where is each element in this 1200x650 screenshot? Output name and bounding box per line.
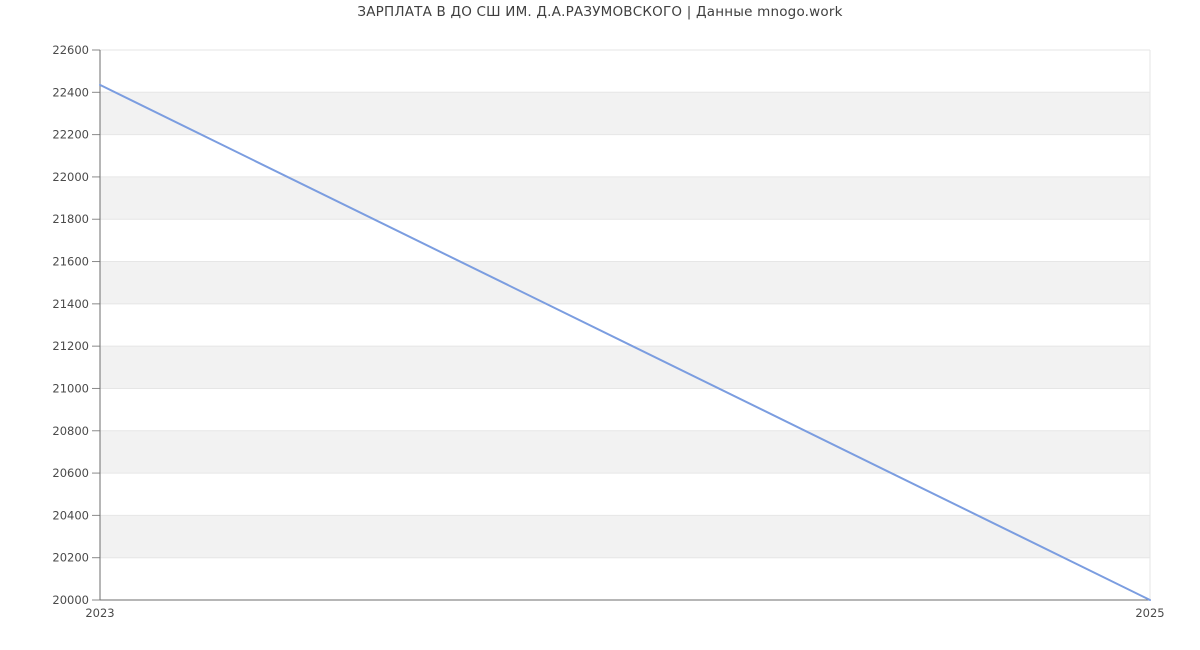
y-tick-label: 21400 xyxy=(52,297,89,311)
x-axis-labels: 2023 2025 xyxy=(85,606,1164,620)
plot-bands xyxy=(100,92,1150,558)
x-tick-label: 2023 xyxy=(85,606,114,620)
y-tick-label: 20000 xyxy=(52,593,89,607)
chart-title: ЗАРПЛАТА В ДО СШ ИМ. Д.А.РАЗУМОВСКОГО | … xyxy=(357,4,843,20)
shaded-band xyxy=(100,515,1150,558)
shaded-band xyxy=(100,92,1150,135)
plot-gridlines xyxy=(100,49,1151,600)
shaded-band xyxy=(100,346,1150,389)
y-tick-label: 20800 xyxy=(52,424,89,438)
y-tick-label: 20600 xyxy=(52,466,89,480)
y-tick-label: 22000 xyxy=(52,170,89,184)
y-tick-label: 22600 xyxy=(52,43,89,57)
y-tick-label: 21600 xyxy=(52,255,89,269)
y-tick-label: 21800 xyxy=(52,212,89,226)
y-tick-label: 22200 xyxy=(52,128,89,142)
y-tick-label: 20200 xyxy=(52,551,89,565)
shaded-band xyxy=(100,430,1150,474)
shaded-band xyxy=(100,176,1150,220)
y-tick-label: 21000 xyxy=(52,381,89,395)
y-axis-labels: 20000 20200 20400 20600 20800 21000 21200 21400… xyxy=(52,43,89,607)
y-axis-ticks xyxy=(92,49,100,601)
salary-line xyxy=(99,83,1151,601)
shaded-band xyxy=(100,261,1150,304)
axis-lines xyxy=(99,50,1150,601)
y-tick-label: 22400 xyxy=(52,85,89,99)
salary-line-path xyxy=(99,83,1151,601)
y-tick-label: 21200 xyxy=(52,339,89,353)
x-tick-label: 2025 xyxy=(1135,606,1164,620)
y-tick-label: 20400 xyxy=(52,508,89,522)
